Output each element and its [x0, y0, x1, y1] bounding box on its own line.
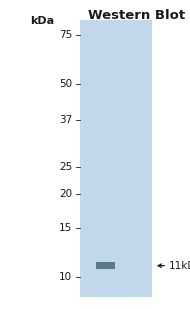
Text: 75: 75 — [59, 30, 72, 40]
Text: 50: 50 — [59, 79, 72, 89]
Text: 11kDa: 11kDa — [169, 261, 190, 271]
Bar — [80, 20, 152, 297]
Bar — [96, 262, 115, 269]
Text: 37: 37 — [59, 115, 72, 125]
Text: Western Blot: Western Blot — [88, 9, 185, 22]
Text: 10: 10 — [59, 272, 72, 282]
Text: 20: 20 — [59, 189, 72, 199]
Text: 15: 15 — [59, 223, 72, 233]
Text: 25: 25 — [59, 162, 72, 172]
Text: kDa: kDa — [30, 16, 54, 26]
